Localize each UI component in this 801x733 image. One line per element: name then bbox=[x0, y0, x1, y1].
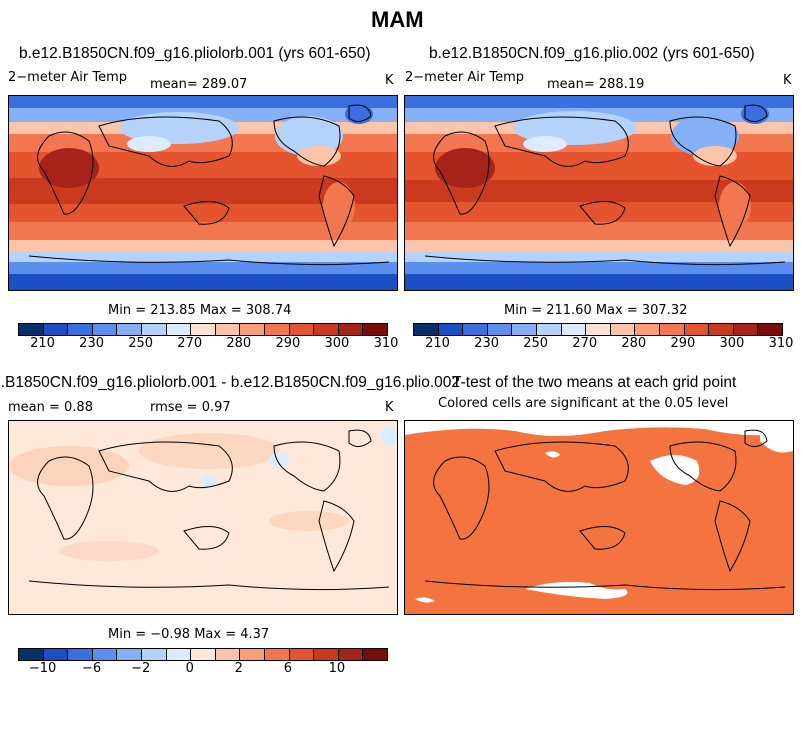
colorbar-swatch bbox=[117, 324, 142, 335]
colorbar-swatch bbox=[414, 324, 439, 335]
colorbar-tick-label: 280 bbox=[621, 336, 647, 351]
colorbar-tick-label: 10 bbox=[328, 661, 346, 676]
panel3-range: Min = −0.98 Max = 4.37 bbox=[108, 627, 270, 642]
colorbar-tick-label: 310 bbox=[373, 336, 399, 351]
colorbar-swatch bbox=[141, 649, 167, 660]
colorbar-tick-label: 6 bbox=[283, 661, 292, 676]
colorbar-swatch bbox=[635, 324, 660, 335]
panel2-range: Min = 211.60 Max = 307.32 bbox=[504, 303, 688, 318]
colorbar-swatch bbox=[363, 324, 387, 335]
panel1-temperature-map bbox=[8, 95, 398, 291]
colorbar-swatch bbox=[659, 324, 685, 335]
panel4-title: T-test of the two means at each grid poi… bbox=[452, 374, 737, 391]
colorbar-swatch bbox=[289, 324, 315, 335]
panel3-rmse: rmse = 0.97 bbox=[150, 400, 231, 415]
panel2-variable: 2−meter Air Temp bbox=[405, 70, 525, 85]
colorbar-tick-label: 300 bbox=[719, 336, 745, 351]
colorbar-tick-label: 290 bbox=[670, 336, 696, 351]
colorbar-tick-label: −6 bbox=[82, 661, 102, 676]
colorbar-tick-label: 300 bbox=[324, 336, 350, 351]
colorbar-swatch bbox=[536, 324, 562, 335]
colorbar-swatch bbox=[191, 324, 216, 335]
colorbar-swatch bbox=[240, 324, 265, 335]
colorbar-swatch bbox=[733, 324, 759, 335]
colorbar-swatch bbox=[19, 324, 44, 335]
colorbar-tick-label: −10 bbox=[28, 661, 57, 676]
colorbar-swatch bbox=[166, 324, 192, 335]
colorbar-swatch bbox=[43, 649, 69, 660]
page-title: MAM bbox=[371, 7, 424, 32]
panel1-title: b.e12.B1850CN.f09_g16.pliolorb.001 (yrs … bbox=[19, 45, 371, 62]
colorbar-swatch bbox=[363, 649, 387, 660]
colorbar-swatch bbox=[314, 649, 339, 660]
panel3-title: b.e12.B1850CN.f09_g16.pliolorb.001 - b.e… bbox=[0, 374, 460, 391]
colorbar-swatch bbox=[758, 324, 782, 335]
colorbar-tick-label: 210 bbox=[425, 336, 450, 351]
colorbar-tick-label: 250 bbox=[523, 336, 549, 351]
colorbar-tick-label: 0 bbox=[185, 661, 194, 676]
colorbar-tick-label: −2 bbox=[131, 661, 151, 676]
panel2-colorbar bbox=[413, 323, 783, 336]
colorbar-swatch bbox=[215, 649, 241, 660]
colorbar-swatch bbox=[19, 649, 44, 660]
colorbar-swatch bbox=[338, 324, 364, 335]
panel1-variable: 2−meter Air Temp bbox=[8, 70, 128, 85]
colorbar-swatch bbox=[215, 324, 241, 335]
colorbar-swatch bbox=[43, 324, 69, 335]
colorbar-swatch bbox=[314, 324, 339, 335]
colorbar-swatch bbox=[338, 649, 364, 660]
colorbar-tick-label: 2 bbox=[234, 661, 243, 676]
colorbar-swatch bbox=[709, 324, 734, 335]
colorbar-tick-label: 210 bbox=[30, 336, 55, 351]
colorbar-tick-label: 310 bbox=[768, 336, 794, 351]
colorbar-swatch bbox=[512, 324, 537, 335]
colorbar-swatch bbox=[68, 649, 93, 660]
colorbar-tick-label: 290 bbox=[275, 336, 301, 351]
panel4-subtitle: Colored cells are significant at the 0.0… bbox=[438, 396, 729, 411]
colorbar-swatch bbox=[610, 324, 636, 335]
panel3-units: K bbox=[385, 400, 394, 415]
colorbar-swatch bbox=[586, 324, 611, 335]
colorbar-swatch bbox=[191, 649, 216, 660]
colorbar-swatch bbox=[487, 324, 513, 335]
colorbar-tick-label: 230 bbox=[79, 336, 104, 351]
panel1-units: K bbox=[385, 73, 394, 88]
colorbar-swatch bbox=[166, 649, 192, 660]
panel2-mean: mean= 288.19 bbox=[547, 77, 645, 92]
panel3-mean: mean = 0.88 bbox=[8, 400, 93, 415]
colorbar-swatch bbox=[68, 324, 93, 335]
colorbar-tick-label: 230 bbox=[474, 336, 499, 351]
panel3-difference-map bbox=[8, 420, 398, 615]
colorbar-swatch bbox=[289, 649, 315, 660]
colorbar-swatch bbox=[92, 324, 118, 335]
panel4-ttest-map bbox=[404, 420, 794, 615]
panel2-temperature-map bbox=[404, 95, 794, 291]
panel2-units: K bbox=[783, 73, 792, 88]
colorbar-tick-label: 270 bbox=[177, 336, 203, 351]
panel2-title: b.e12.B1850CN.f09_g16.plio.002 (yrs 601-… bbox=[429, 45, 755, 62]
colorbar-swatch bbox=[463, 324, 488, 335]
colorbar-swatch bbox=[141, 324, 167, 335]
colorbar-tick-label: 270 bbox=[572, 336, 598, 351]
colorbar-swatch bbox=[240, 649, 265, 660]
panel1-range: Min = 213.85 Max = 308.74 bbox=[108, 303, 292, 318]
panel3-colorbar bbox=[18, 648, 388, 661]
panel1-mean: mean= 289.07 bbox=[150, 77, 248, 92]
colorbar-swatch bbox=[684, 324, 710, 335]
colorbar-tick-label: 250 bbox=[128, 336, 154, 351]
colorbar-swatch bbox=[438, 324, 464, 335]
panel1-colorbar bbox=[18, 323, 388, 336]
colorbar-swatch bbox=[264, 324, 290, 335]
colorbar-tick-label: 280 bbox=[226, 336, 252, 351]
colorbar-swatch bbox=[264, 649, 290, 660]
colorbar-swatch bbox=[561, 324, 587, 335]
colorbar-swatch bbox=[92, 649, 118, 660]
colorbar-swatch bbox=[117, 649, 142, 660]
